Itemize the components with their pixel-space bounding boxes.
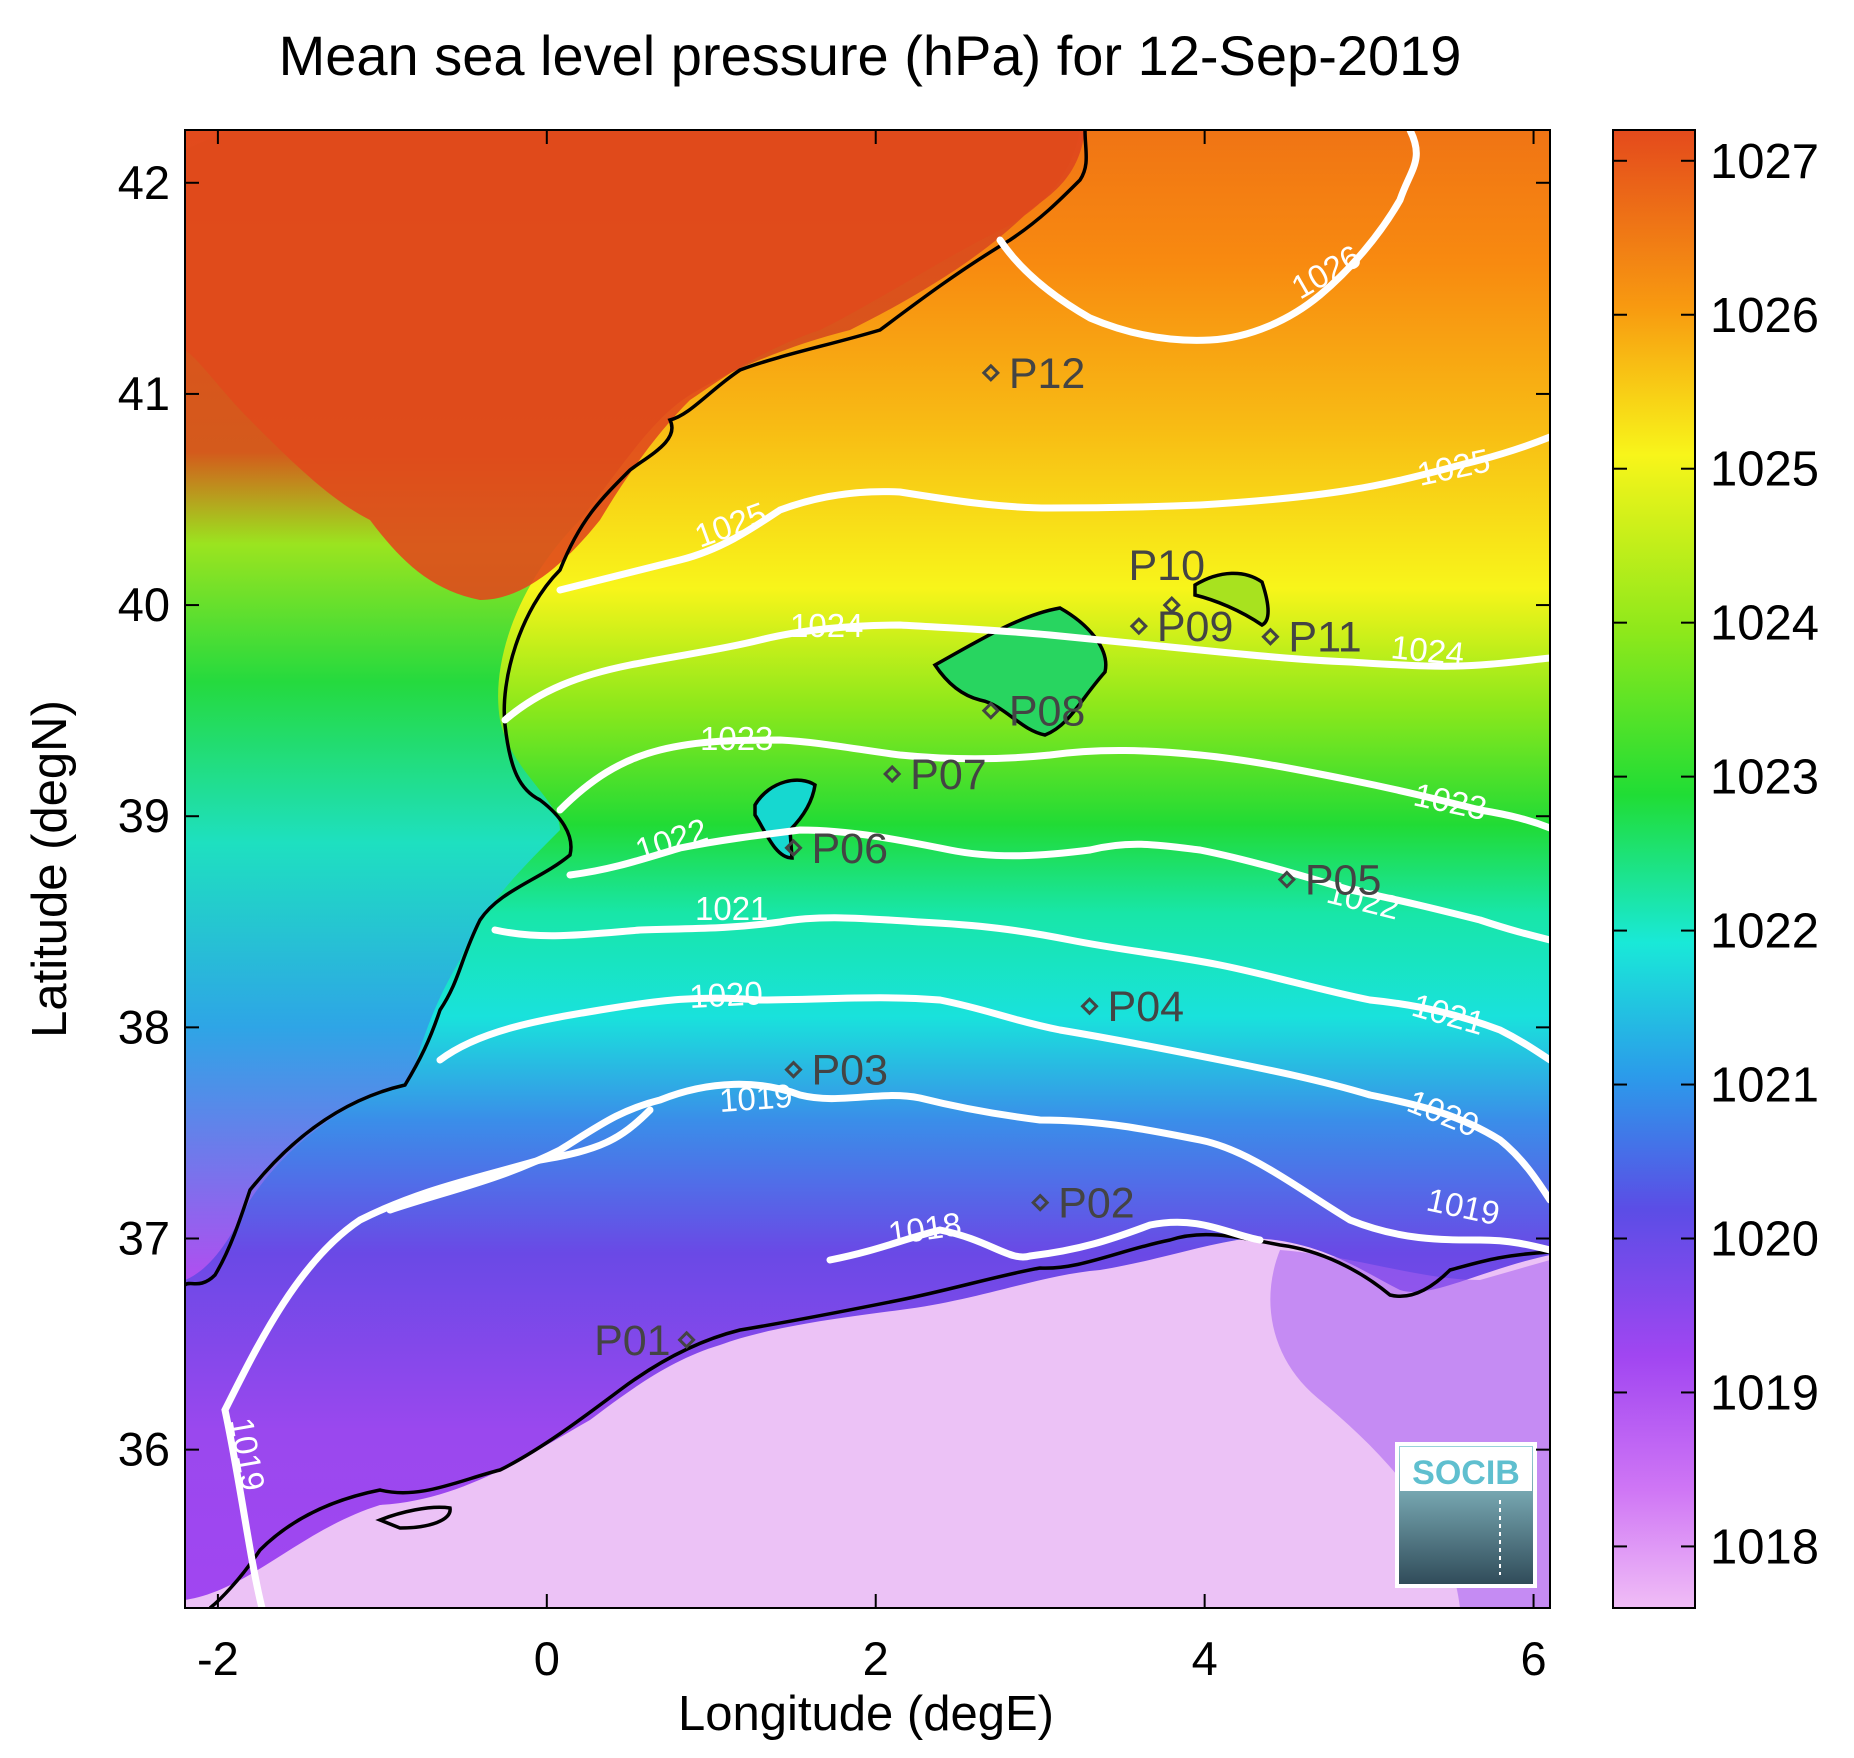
station-label: P03 bbox=[811, 1047, 888, 1095]
map-plot-area: 1019 1018 1019 1020 1021 1022 1023 1024 … bbox=[185, 130, 1550, 1608]
y-axis: 36 37 38 39 40 41 42 bbox=[118, 156, 1550, 1476]
isobar-1021 bbox=[491, 914, 1550, 1064]
isobar-label: 1020 bbox=[688, 974, 763, 1015]
x-tick-label: 4 bbox=[1192, 1632, 1218, 1685]
station-label: P01 bbox=[594, 1317, 671, 1365]
chart-title: Mean sea level pressure (hPa) for 12-Sep… bbox=[279, 24, 1462, 87]
y-tick-label: 36 bbox=[118, 1423, 170, 1476]
isobar-1019 bbox=[386, 1080, 1550, 1254]
station-label: P12 bbox=[1009, 350, 1086, 398]
colorbar-tick-label: 1026 bbox=[1710, 289, 1819, 343]
station-marker bbox=[981, 701, 1000, 720]
x-axis-label: Longitude (degE) bbox=[678, 1687, 1054, 1741]
colorbar: 1018 1019 1020 1021 1022 1023 1024 1025 1026 1027 bbox=[1612, 129, 1819, 1609]
isobar-label: 1024 bbox=[1389, 628, 1466, 672]
isobar-1024 bbox=[501, 621, 1550, 724]
y-tick-label: 38 bbox=[118, 1000, 170, 1053]
land-iberia-high bbox=[185, 130, 1080, 600]
station-label: P07 bbox=[910, 751, 987, 799]
station-marker bbox=[677, 1330, 696, 1349]
station-marker bbox=[1261, 627, 1280, 646]
station-marker bbox=[981, 363, 1000, 382]
x-tick-label: -2 bbox=[197, 1632, 239, 1685]
coastline-africa bbox=[208, 1232, 1550, 1608]
x-axis: -2 0 2 4 6 bbox=[197, 130, 1547, 1685]
colorbar-ticks: 1018 1019 1020 1021 1022 1023 1024 1025 1026 1027 bbox=[1613, 135, 1819, 1574]
station-marker bbox=[784, 838, 803, 858]
station-label: P02 bbox=[1058, 1180, 1135, 1228]
station-label: P04 bbox=[1108, 983, 1185, 1031]
station-marker bbox=[1031, 1193, 1050, 1212]
station-label: P08 bbox=[1009, 688, 1086, 736]
station-marker bbox=[883, 764, 902, 784]
isobar-label: 1024 bbox=[790, 607, 863, 644]
station-label: P11 bbox=[1288, 614, 1361, 662]
colorbar-tick-label: 1020 bbox=[1710, 1213, 1819, 1267]
coastline-menorca bbox=[1193, 571, 1270, 628]
isobar-label: 1019 bbox=[718, 1077, 794, 1119]
land-africa bbox=[185, 1238, 1550, 1608]
isobar-1019-west bbox=[221, 1106, 654, 1608]
isobar-1023 bbox=[556, 736, 1550, 832]
colorbar-gradient bbox=[1612, 129, 1696, 1609]
y-axis-label: Latitude (degN) bbox=[23, 700, 77, 1038]
coastline-mallorca bbox=[932, 606, 1108, 737]
socib-logo: SOCIB bbox=[1395, 1442, 1537, 1588]
colorbar-tick-label: 1025 bbox=[1710, 443, 1819, 497]
y-tick-label: 41 bbox=[118, 367, 170, 420]
isobar-1025 bbox=[556, 433, 1550, 594]
x-tick-label: 0 bbox=[534, 1632, 560, 1685]
colorbar-tick-label: 1019 bbox=[1710, 1366, 1819, 1420]
y-tick-label: 37 bbox=[118, 1212, 170, 1265]
station-label: P10 bbox=[1128, 542, 1205, 590]
isobar-1020 bbox=[436, 994, 1550, 1204]
isobar-1026 bbox=[996, 130, 1420, 344]
socib-logo-text: SOCIB bbox=[1412, 1454, 1520, 1492]
isobars bbox=[221, 130, 1550, 1608]
y-tick-label: 42 bbox=[118, 156, 170, 209]
x-tick-label: 6 bbox=[1520, 1632, 1546, 1685]
y-tick-label: 40 bbox=[118, 578, 170, 631]
isobar-label: 1021 bbox=[695, 890, 768, 927]
isobar-1018 bbox=[826, 1218, 1264, 1264]
y-tick-label: 39 bbox=[118, 789, 170, 842]
coastline-iberia bbox=[185, 130, 1088, 1287]
map-frame bbox=[184, 129, 1551, 1609]
station-marker bbox=[784, 1060, 803, 1079]
colorbar-tick-label: 1022 bbox=[1710, 905, 1819, 959]
colorbar-tick-label: 1024 bbox=[1710, 597, 1819, 651]
station-label: P06 bbox=[811, 825, 888, 873]
station-label: P05 bbox=[1305, 857, 1382, 905]
coastline-alboran bbox=[375, 1505, 452, 1530]
isobar-1022 bbox=[566, 826, 1550, 944]
station-marker bbox=[1080, 997, 1099, 1016]
station-marker bbox=[1129, 617, 1148, 636]
station-marker bbox=[1277, 870, 1296, 889]
x-tick-label: 2 bbox=[863, 1632, 889, 1685]
coastlines bbox=[185, 130, 1550, 1608]
isobar-label: 1023 bbox=[700, 720, 773, 757]
station-marker bbox=[1162, 595, 1181, 615]
colorbar-tick-label: 1021 bbox=[1710, 1059, 1819, 1113]
colorbar-tick-label: 1023 bbox=[1710, 751, 1819, 805]
colorbar-tick-label: 1027 bbox=[1710, 135, 1819, 189]
island-menorca bbox=[1195, 573, 1269, 625]
colorbar-tick-label: 1018 bbox=[1710, 1520, 1819, 1574]
